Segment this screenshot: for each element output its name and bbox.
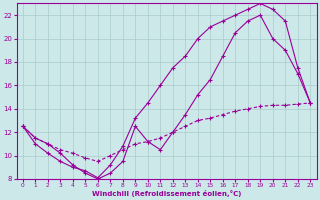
X-axis label: Windchill (Refroidissement éolien,°C): Windchill (Refroidissement éolien,°C): [92, 190, 241, 197]
